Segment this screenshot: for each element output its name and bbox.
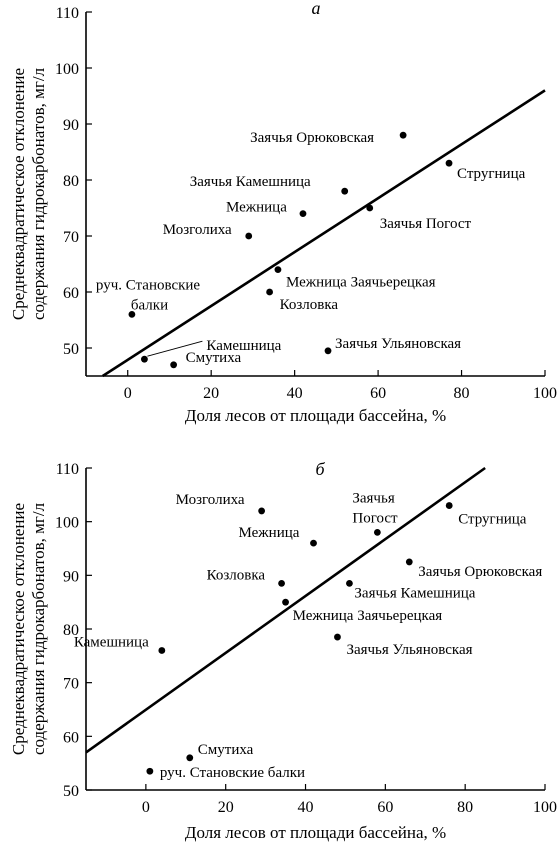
x-tick-label: 60	[370, 385, 386, 402]
data-point	[445, 159, 453, 167]
y-axis-title-line: содержания гидрокарбонатов, мг/л	[29, 502, 48, 755]
data-point	[373, 529, 381, 536]
data-point	[310, 539, 317, 547]
data-point	[346, 579, 353, 587]
point-label: Камешница	[74, 634, 149, 650]
data-point	[334, 633, 341, 641]
point-label: руч. Становские	[96, 277, 201, 293]
point-label: Стругница	[457, 166, 526, 182]
point-label: Заячья Камешница	[190, 174, 311, 190]
x-tick-label: 100	[533, 799, 557, 816]
point-label: Камешница	[206, 338, 281, 354]
y-axis-title-line: Среднеквадратическое отклонение	[9, 68, 28, 320]
point-label: Заячья	[352, 490, 394, 506]
label-leader-line	[147, 340, 203, 357]
data-point	[170, 361, 178, 369]
point-label: Козловка	[280, 297, 339, 313]
x-axis-title: Доля лесов от площади бассейна, %	[185, 823, 446, 842]
y-axis-title-line: содержания гидрокарбонатов, мг/л	[29, 67, 48, 320]
data-point	[405, 558, 413, 566]
y-tick-label: 80	[63, 173, 79, 190]
panel-letter: а	[312, 0, 321, 18]
data-point	[266, 288, 273, 296]
point-label: Заячья Ульяновская	[346, 642, 472, 658]
point-label: Межница	[226, 200, 287, 216]
point-label: Мозголиха	[163, 222, 232, 238]
data-point	[274, 266, 282, 273]
point-label: балки	[131, 297, 168, 313]
x-tick-label: 80	[457, 799, 473, 816]
y-tick-label: 100	[55, 61, 79, 78]
trend-line	[101, 89, 546, 378]
point-label: Заячья Орюковская	[418, 564, 542, 580]
point-label: Смутиха	[198, 742, 254, 758]
data-point	[258, 507, 266, 515]
x-tick-label: 100	[533, 385, 557, 402]
y-axis-title-line: Среднеквадратическое отклонение	[9, 503, 28, 755]
y-tick-label: 70	[63, 676, 79, 693]
y-tick-label: 60	[63, 729, 79, 746]
y-tick-label: 80	[63, 622, 79, 639]
point-label: Козловка	[207, 567, 266, 583]
x-tick-label: 0	[142, 799, 150, 816]
y-tick-label: 100	[55, 515, 79, 532]
point-label: Заячья Камешница	[354, 585, 475, 601]
panel-letter: б	[315, 459, 325, 479]
x-tick-label: 60	[377, 799, 393, 816]
data-point	[399, 131, 407, 139]
y-tick-label: 50	[63, 341, 79, 358]
point-label: Смутиха	[186, 350, 242, 366]
point-label: Межница Заячьерецкая	[286, 275, 436, 291]
y-tick-label: 110	[56, 461, 79, 478]
point-label: руч. Становские балки	[160, 765, 305, 781]
data-point	[324, 347, 332, 355]
point-label: Заячья Орюковская	[250, 130, 374, 146]
point-label: Погост	[352, 510, 398, 526]
x-tick-label: 20	[218, 799, 234, 816]
data-point	[186, 754, 194, 762]
x-tick-label: 0	[124, 385, 132, 402]
point-label: Заячья Погост	[380, 216, 472, 232]
data-point	[128, 311, 136, 318]
data-point	[341, 187, 349, 195]
data-point	[445, 502, 453, 509]
x-tick-label: 80	[454, 385, 470, 402]
x-tick-label: 40	[298, 799, 314, 816]
point-label: Мозголиха	[176, 492, 245, 508]
data-point	[141, 355, 148, 363]
point-label: Межница	[239, 525, 300, 541]
y-tick-label: 90	[63, 117, 79, 134]
y-tick-label: 110	[56, 5, 79, 22]
data-point	[366, 204, 374, 212]
y-tick-label: 50	[63, 783, 79, 800]
point-label: Заячья Ульяновская	[335, 336, 461, 352]
data-point	[278, 579, 285, 587]
x-tick-label: 20	[203, 385, 219, 402]
y-tick-label: 90	[63, 568, 79, 585]
panel-a: 0 20 40 60 80 100 50 60 70 80 90 100 110 а Доля лесов …	[9, 0, 557, 425]
data-point	[158, 647, 166, 654]
x-tick-label: 40	[287, 385, 303, 402]
point-label: Стругница	[458, 512, 527, 528]
data-point	[299, 210, 307, 218]
data-point	[146, 767, 154, 775]
point-label: Межница Заячьерецкая	[293, 608, 443, 624]
y-tick-label: 60	[63, 285, 79, 302]
panel-b: 0 20 40 60 80 100 50 60 70 80 90 100 110 б Доля лесов …	[9, 459, 557, 842]
data-point	[282, 598, 289, 606]
data-point	[245, 232, 253, 240]
trend-line	[85, 466, 486, 754]
x-axis-title: Доля лесов от площади бассейна, %	[185, 406, 446, 425]
y-tick-label: 70	[63, 229, 79, 246]
